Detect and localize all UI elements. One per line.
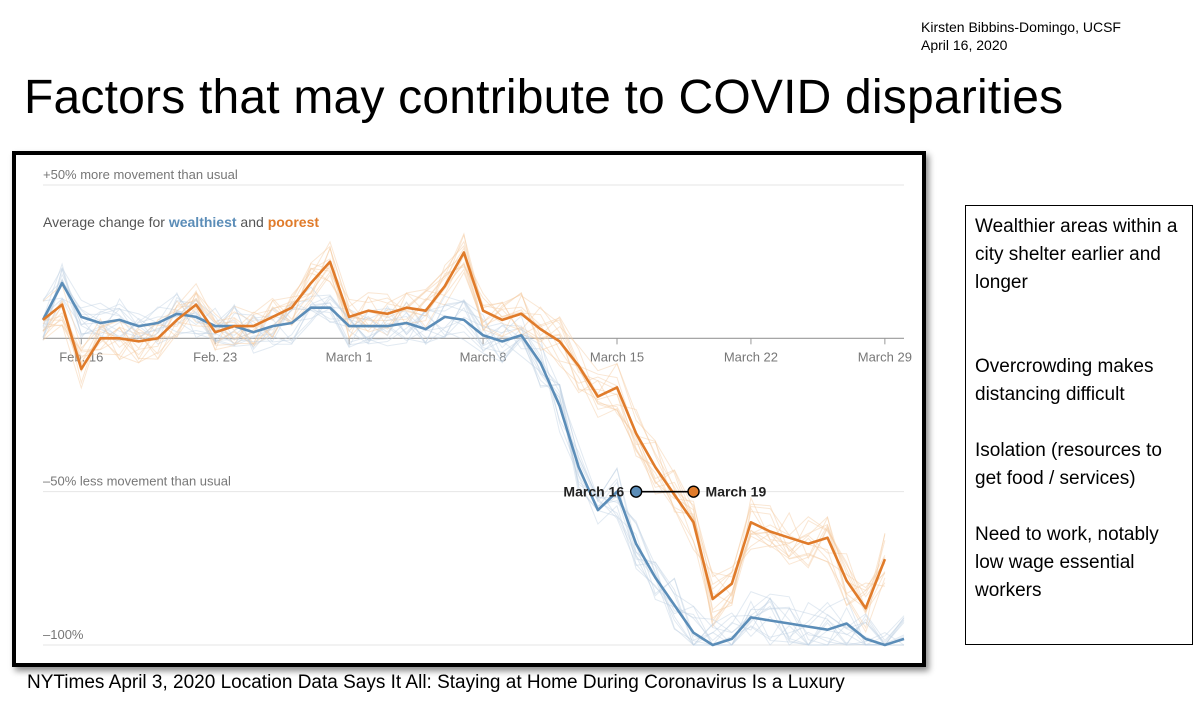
- background-trace-line: [42, 265, 886, 616]
- y-axis-label: –50% less movement than usual: [43, 474, 231, 489]
- x-tick-label: Feb. 23: [193, 349, 237, 364]
- source-citation: NYTimes April 3, 2020 Location Data Says…: [27, 672, 845, 693]
- movement-chart: +50% more movement than usual –50% less m…: [41, 167, 912, 647]
- chart-title-and: and: [237, 214, 268, 230]
- background-trace-line: [42, 233, 886, 613]
- series-line-poorest: [42, 251, 887, 610]
- chart-title-prefix: Average change for: [43, 214, 169, 230]
- background-trace-line: [42, 232, 886, 623]
- background-trace-line: [42, 278, 905, 646]
- author-block: Kirsten Bibbins-Domingo, UCSF April 16, …: [921, 18, 1121, 54]
- chart-title: Average change for wealthiest and poores…: [43, 214, 319, 230]
- chart-title-wealthiest: wealthiest: [168, 214, 237, 230]
- background-trace-line: [42, 267, 886, 612]
- background-trace-line: [42, 267, 905, 646]
- x-tick-label: March 8: [460, 349, 507, 364]
- background-trace-line: [42, 286, 905, 646]
- background-trace-line: [42, 261, 885, 627]
- annotation-label: March 19: [706, 484, 767, 500]
- background-trace-line: [42, 277, 905, 646]
- note-wealthier-areas: Wealthier areas within a city shelter ea…: [975, 216, 1178, 293]
- background-trace-line: [42, 297, 904, 646]
- series-line-wealthiest: [41, 281, 905, 647]
- x-tick-label: March 22: [724, 349, 778, 364]
- annotation-label: March 16: [563, 484, 624, 500]
- chart-title-poorest: poorest: [268, 214, 320, 230]
- background-trace-line: [42, 279, 905, 646]
- note-need-to-work: Need to work, notably low wage essential…: [975, 524, 1159, 601]
- background-trace-line: [42, 247, 886, 634]
- background-trace-line: [42, 280, 905, 646]
- background-trace-line: [42, 273, 905, 647]
- background-trace-line: [42, 245, 886, 613]
- note-isolation: Isolation (resources to get food / servi…: [975, 440, 1162, 489]
- annotation-marker-poorest: [687, 485, 700, 498]
- background-trace-line: [42, 263, 886, 598]
- x-tick-label: March 15: [590, 349, 644, 364]
- author-name: Kirsten Bibbins-Domingo, UCSF: [921, 19, 1121, 35]
- background-trace-line: [42, 240, 886, 610]
- author-date: April 16, 2020: [921, 37, 1008, 53]
- chart-frame: +50% more movement than usual –50% less m…: [12, 151, 926, 667]
- y-axis-label: +50% more movement than usual: [43, 167, 238, 182]
- background-trace-line: [42, 246, 886, 606]
- note-overcrowding: Overcrowding makes distancing difficult: [975, 356, 1154, 405]
- slide-title: Factors that may contribute to COVID dis…: [24, 71, 1064, 124]
- x-tick-label: March 29: [858, 349, 912, 364]
- y-axis-label: –100%: [43, 627, 84, 642]
- background-trace-line: [42, 262, 905, 646]
- annotation-marker-wealthiest: [629, 485, 643, 498]
- notes-box: Wealthier areas within a city shelter ea…: [965, 205, 1193, 645]
- x-tick-label: March 1: [326, 349, 373, 364]
- background-trace-line: [42, 280, 905, 646]
- background-trace-line: [42, 267, 904, 646]
